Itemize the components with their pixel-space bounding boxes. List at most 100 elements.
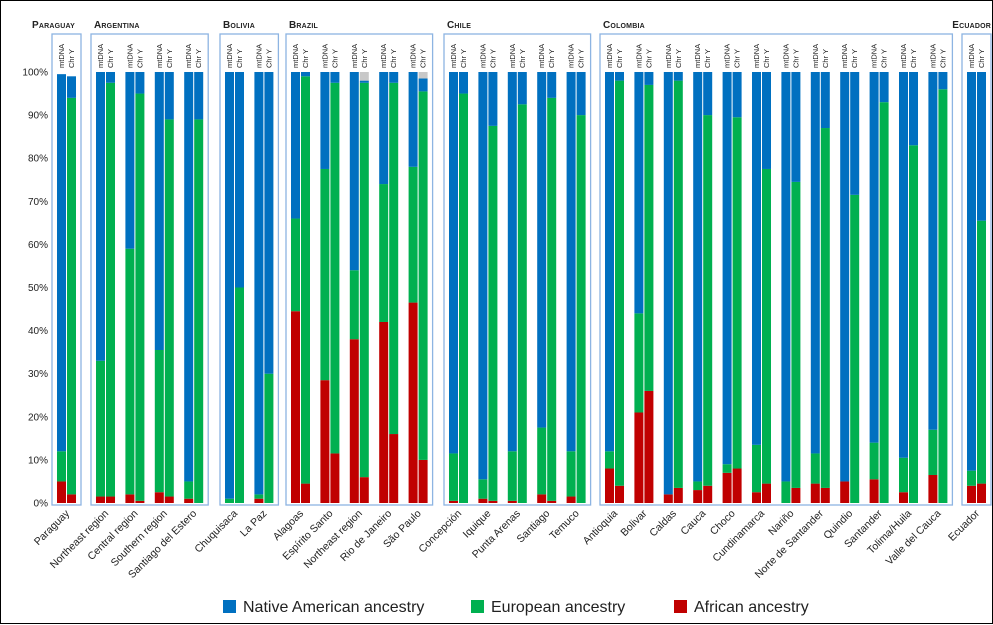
bar-ecuador-ecuador-mtdna-african-segment <box>967 485 976 503</box>
bar-colombia-cundinamarca-chry-african-segment <box>762 483 771 503</box>
bar-brazil-northeast-region-mtdna-native-segment <box>349 72 359 271</box>
legend-item-european-ancestry: European ancestry <box>471 599 625 616</box>
country-box-colombia <box>599 33 954 506</box>
bar-argentina-central-region-chry-european-segment <box>135 93 145 501</box>
y-tick-label: 50% <box>28 283 48 294</box>
bar-colombia-santander-mtdna-native-segment <box>869 72 879 443</box>
sub-label-mtdna: mtDNA <box>225 44 234 68</box>
x-tick-label: Cauca <box>678 508 708 538</box>
bar-chile-concepcion: mtDNA Chr Y <box>449 44 468 504</box>
bar-colombia-cauca-mtdna-african-segment <box>693 490 703 503</box>
bar-chile-santiago-mtdna-native-segment <box>537 72 547 428</box>
bar-argentina-santiago-del-estero-mtdna-african-segment <box>184 498 194 503</box>
x-tick-label: Chuquisaca <box>192 508 240 556</box>
bar-colombia-bolivar-chry-native-segment <box>644 72 654 85</box>
bar-chile-santiago-mtdna-african-segment <box>537 494 547 503</box>
bar-argentina-southern-region-chry-native-segment <box>164 72 174 120</box>
bar-colombia-quindio-mtdna-african-segment <box>840 481 850 503</box>
bar-colombia-cundinamarca-chry-native-segment <box>762 72 771 169</box>
bar-colombia-antioquia: mtDNA Chr Y <box>605 44 624 503</box>
bar-ecuador-ecuador-chry-native-segment <box>977 72 986 221</box>
bar-colombia-cundinamarca-mtdna-native-segment <box>752 72 761 445</box>
bar-brazil-alagoas: mtDNA Chr Y <box>291 44 310 503</box>
sub-label-chry: Chr Y <box>977 49 986 68</box>
bar-brazil-sao-paulo-mtdna-european-segment <box>408 166 418 303</box>
bar-colombia-santander-chry-european-segment <box>879 102 889 504</box>
bar-colombia-quindio-chry-european-segment <box>850 194 860 503</box>
bar-argentina-northeast-region-mtdna-native-segment <box>96 72 105 361</box>
sub-label-mtdna: mtDNA <box>125 44 134 68</box>
bar-colombia-valle-del-cauca-chry-european-segment <box>938 89 948 504</box>
bar-colombia-santander-mtdna-european-segment <box>869 442 879 480</box>
y-tick-label: 0% <box>34 499 49 510</box>
y-tick-label: 20% <box>28 412 48 423</box>
bar-colombia-cundinamarca: mtDNA Chr Y <box>752 44 771 503</box>
sub-label-mtdna: mtDNA <box>967 44 976 68</box>
bar-colombia-choco-chry-african-segment <box>732 468 742 503</box>
x-tick-label: La Paz <box>238 508 270 540</box>
bar-colombia-choco-mtdna-european-segment <box>722 464 732 473</box>
bar-colombia-cundinamarca-mtdna-european-segment <box>752 444 761 493</box>
x-tick-label: Ecuador <box>946 507 982 543</box>
sub-label-chry: Chr Y <box>674 49 683 68</box>
bar-colombia-caldas-chry-native-segment <box>673 72 683 81</box>
bar-chile-temuco: mtDNA Chr Y <box>566 44 586 503</box>
legend-swatch <box>471 600 484 613</box>
sub-label-chry: Chr Y <box>106 49 115 68</box>
bar-colombia-valle-del-cauca-mtdna-native-segment <box>928 72 938 430</box>
bar-bolivia-la-paz-mtdna-african-segment <box>254 498 264 503</box>
bar-brazil-rio-de-janeiro-mtdna-african-segment <box>379 321 389 503</box>
bar-chile-iquique-chry-native-segment <box>488 72 498 126</box>
bar-colombia-bolivar: mtDNA Chr Y <box>634 44 654 503</box>
bar-brazil-espirito-santo-mtdna-native-segment <box>320 72 330 169</box>
y-axis: 0% 10% 20% 30% 40% 50% 60% 70% 80% 90% 100% <box>22 68 48 510</box>
bar-colombia-antioquia-chry-native-segment <box>615 72 624 81</box>
y-tick-label: 60% <box>28 240 48 251</box>
bar-colombia-choco-mtdna-african-segment <box>722 472 732 503</box>
bar-colombia-antioquia-mtdna-african-segment <box>605 468 614 503</box>
bar-colombia-cauca-chry-african-segment <box>703 485 713 503</box>
legend: Native American ancestry European ancestr… <box>223 599 809 616</box>
bar-chile-punta-arenas-mtdna-african-segment <box>507 500 517 503</box>
bar-chile-iquique-mtdna-native-segment <box>478 72 488 480</box>
bar-colombia-antioquia-mtdna-native-segment <box>605 72 614 452</box>
bar-brazil-sao-paulo-mtdna-african-segment <box>408 302 418 503</box>
country-label-chile: Chile <box>447 20 471 31</box>
sub-label-mtdna: mtDNA <box>155 44 164 68</box>
bar-paraguay-paraguay: mtDNA Chr Y <box>57 44 76 503</box>
legend-item-african-ancestry: African ancestry <box>674 599 809 616</box>
x-tick-label: Antioquia <box>581 508 621 548</box>
bar-argentina-southern-region-mtdna-european-segment <box>154 349 164 493</box>
bar-brazil-rio-de-janeiro-mtdna-european-segment <box>379 184 389 322</box>
sub-label-chry: Chr Y <box>791 49 800 68</box>
sub-label-mtdna: mtDNA <box>409 44 418 68</box>
y-tick-label: 90% <box>28 111 48 122</box>
x-tick-label: Cundinamarca <box>710 508 767 565</box>
sub-label-chry: Chr Y <box>360 49 369 68</box>
bar-colombia-antioquia-chry-european-segment <box>615 80 624 486</box>
bar-colombia-cauca-chry-european-segment <box>703 115 713 486</box>
bar-colombia-cundinamarca-chry-european-segment <box>762 168 771 484</box>
sub-label-chry: Chr Y <box>135 49 144 68</box>
bar-colombia-norte-de-santander-chry-european-segment <box>820 128 830 488</box>
bar-colombia-tolima-huila: mtDNA Chr Y <box>899 44 918 503</box>
sub-label-chry: Chr Y <box>264 49 273 68</box>
sub-label-mtdna: mtDNA <box>605 44 614 68</box>
bar-colombia-santander: mtDNA Chr Y <box>869 44 889 504</box>
bar-bolivia-chuquisaca: mtDNA Chr Y <box>225 44 244 503</box>
bar-brazil-northeast-region-mtdna-african-segment <box>349 339 359 503</box>
bar-argentina-santiago-del-estero-mtdna-native-segment <box>184 72 194 482</box>
bar-colombia-norte-de-santander-mtdna-european-segment <box>810 453 820 484</box>
bar-chile-temuco-chry-native-segment <box>576 72 586 116</box>
x-tick-label: Santiago <box>515 508 553 546</box>
bar-ecuador-ecuador-mtdna-native-segment <box>967 72 976 471</box>
bar-brazil-northeast-region-chry-unknown-segment <box>359 72 369 81</box>
bar-brazil-espirito-santo: mtDNA Chr Y <box>320 44 340 503</box>
x-tick-label: Paraguay <box>32 507 73 548</box>
bar-colombia-valle-del-cauca-mtdna-african-segment <box>928 474 938 503</box>
bar-chile-santiago-chry-european-segment <box>547 97 557 501</box>
bar-colombia-norte-de-santander: mtDNA Chr Y <box>810 44 830 503</box>
bar-colombia-antioquia-chry-african-segment <box>615 485 624 503</box>
bar-colombia-caldas-chry-european-segment <box>673 80 683 488</box>
